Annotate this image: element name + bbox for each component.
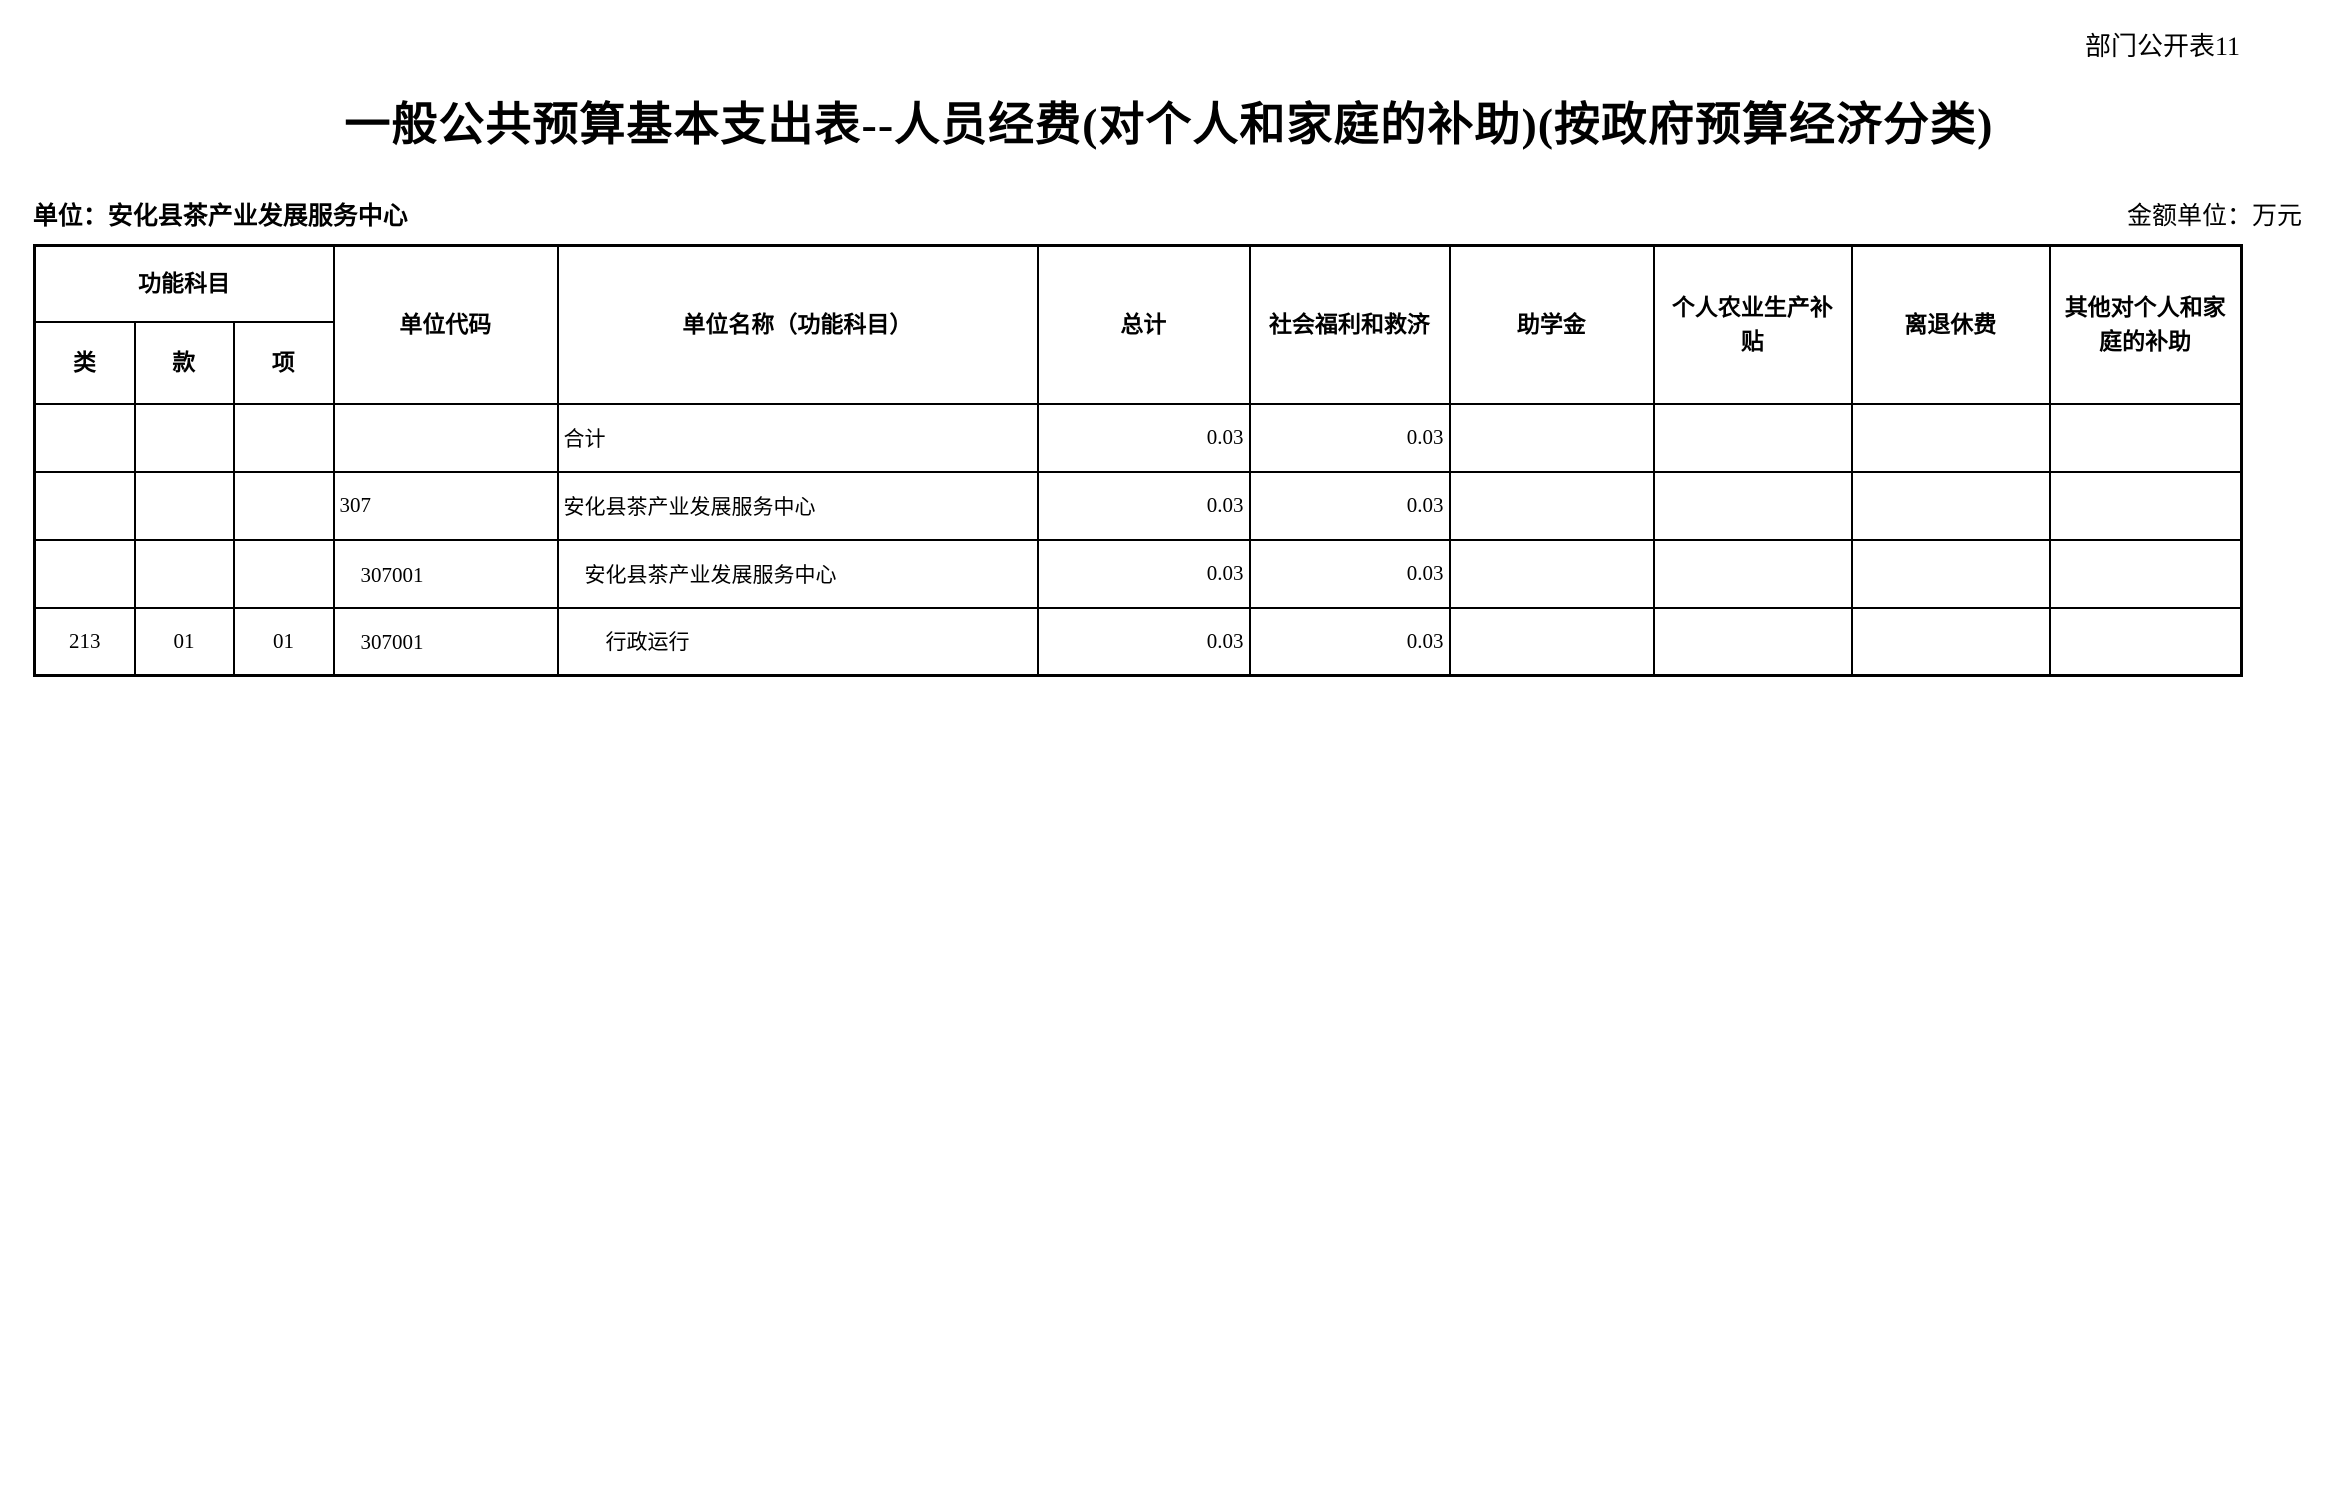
cell-category [33,402,136,473]
cell-grants [1448,470,1655,541]
cell-retirement [1850,470,2051,541]
header-category: 类 [33,320,136,405]
budget-table: 功能科目 单位代码 单位名称（功能科目） 总计 社会福利和救济 助学金 个人农业… [33,244,2244,677]
header-unit-code: 单位代码 [332,244,559,405]
header-item: 款 [133,320,235,405]
corner-label: 部门公开表11 [2084,32,2240,61]
cell-agricultural-subsidy [1652,402,1853,473]
cell-other-subsidies [2048,402,2243,473]
header-grants: 助学金 [1448,244,1655,405]
header-sub-item: 项 [232,320,335,405]
cell-item [133,538,235,609]
table-body: 合计 0.03 0.03 307 安化县茶产业发展服务中心 0.03 0.03 [33,402,2243,677]
cell-unit-name: 安化县茶产业发展服务中心 [556,470,1039,541]
cell-item [133,402,235,473]
table-row-total: 合计 0.03 0.03 [33,402,2243,473]
cell-other-subsidies [2048,470,2243,541]
cell-retirement [1850,402,2051,473]
cell-retirement [1850,538,2051,609]
cell-unit-name: 安化县茶产业发展服务中心 [556,538,1039,609]
header-retirement: 离退休费 [1850,244,2051,405]
cell-sub-item [232,538,335,609]
cell-social-welfare: 0.03 [1248,470,1451,541]
cell-unit-code: 307001 [332,606,559,677]
table-row: 213 01 01 307001 行政运行 0.03 0.03 [33,606,2243,677]
cell-total: 0.03 [1036,402,1251,473]
cell-category [33,470,136,541]
header-social-welfare: 社会福利和救济 [1248,244,1451,405]
unit-label: 单位：安化县茶产业发展服务中心 [33,203,409,230]
cell-sub-item: 01 [232,606,335,677]
page-title: 一般公共预算基本支出表--人员经费(对个人和家庭的补助)(按政府预算经济分类) [344,99,1994,150]
cell-retirement [1850,606,2051,677]
cell-category [33,538,136,609]
cell-grants [1448,538,1655,609]
cell-grants [1448,402,1655,473]
cell-item [133,470,235,541]
cell-unit-code: 307 [332,470,559,541]
cell-agricultural-subsidy [1652,470,1853,541]
cell-grants [1448,606,1655,677]
cell-total: 0.03 [1036,606,1251,677]
cell-category: 213 [33,606,136,677]
table-row: 307 安化县茶产业发展服务中心 0.03 0.03 [33,470,2243,541]
header-agricultural-subsidy: 个人农业生产补 贴 [1652,244,1853,405]
cell-social-welfare: 0.03 [1248,538,1451,609]
cell-sub-item [232,470,335,541]
header-row-1: 功能科目 单位代码 单位名称（功能科目） 总计 社会福利和救济 助学金 个人农业… [33,244,2243,405]
header-row-2: 类 款 项 [33,320,2242,405]
cell-unit-name: 行政运行 [556,606,1039,677]
cell-other-subsidies [2048,606,2243,677]
meta-row: 单位：安化县茶产业发展服务中心 金额单位：万元 [33,196,2302,232]
header-other-subsidies: 其他对个人和家 庭的补助 [2048,244,2243,405]
cell-social-welfare: 0.03 [1248,402,1451,473]
header-function-subject: 功能科目 [33,244,335,323]
cell-agricultural-subsidy [1652,606,1853,677]
cell-total: 0.03 [1036,470,1251,541]
cell-unit-name: 合计 [556,402,1039,473]
cell-agricultural-subsidy [1652,538,1853,609]
header-total: 总计 [1036,244,1251,405]
amount-unit-label: 金额单位：万元 [2126,203,2302,230]
table-row: 307001 安化县茶产业发展服务中心 0.03 0.03 [33,538,2243,609]
cell-unit-code: 307001 [332,538,559,609]
header-unit-name: 单位名称（功能科目） [556,244,1039,405]
cell-unit-code [332,402,559,473]
cell-total: 0.03 [1036,538,1251,609]
cell-social-welfare: 0.03 [1248,606,1451,677]
cell-other-subsidies [2048,538,2243,609]
table-header: 功能科目 单位代码 单位名称（功能科目） 总计 社会福利和救济 助学金 个人农业… [33,244,2243,405]
cell-sub-item [232,402,335,473]
cell-item: 01 [133,606,235,677]
